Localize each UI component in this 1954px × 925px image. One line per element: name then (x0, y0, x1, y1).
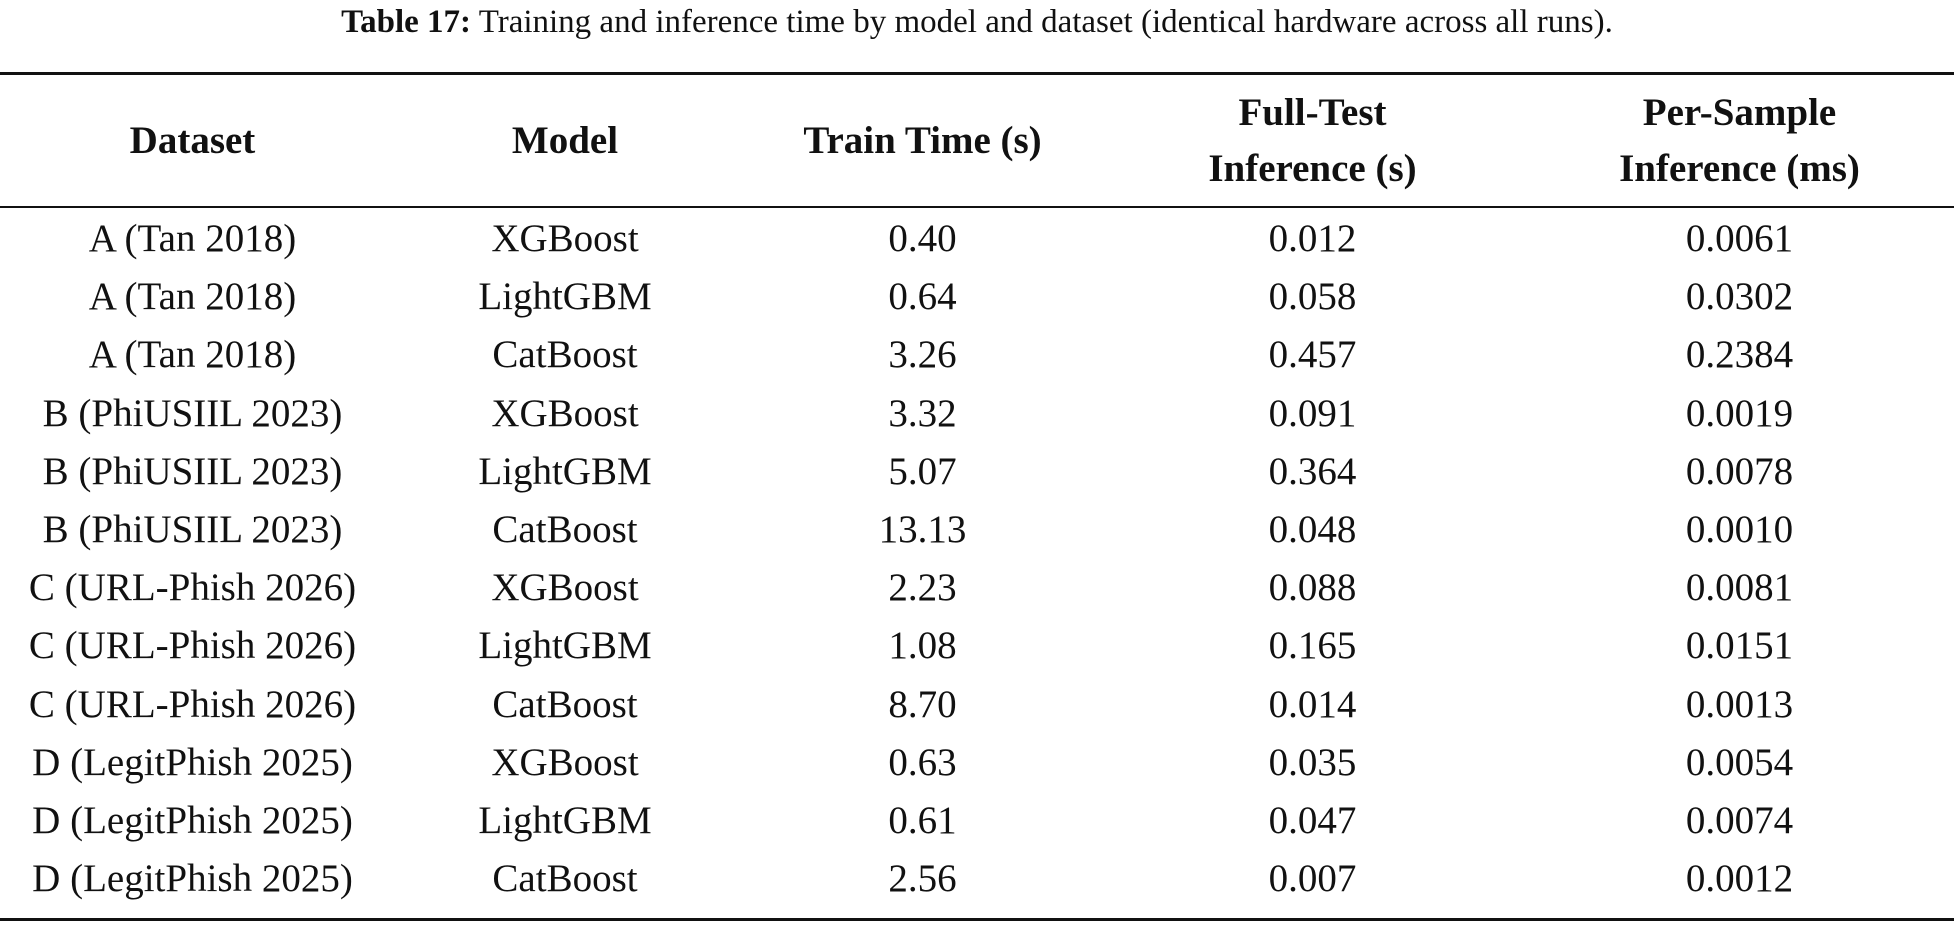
cell-full-test-inference: 0.058 (1268, 275, 1357, 319)
table-row: D (LegitPhish 2025) CatBoost 2.56 0.007 0.00… (0, 850, 1954, 908)
cell-dataset: D (LegitPhish 2025) (32, 798, 353, 842)
header-train-time: Train Time (s) (745, 75, 1100, 206)
table-caption: Table 17: Training and inference time by… (0, 0, 1954, 44)
header-line: Model (511, 118, 619, 162)
table-row: C (URL-Phish 2026) CatBoost 8.70 0.014 0.001… (0, 676, 1954, 734)
timing-table: Dataset Model Train Time (s) Full-Test Infer… (0, 75, 1954, 908)
cell-full-test-inference: 0.091 (1268, 391, 1357, 435)
cell-train-time: 5.07 (888, 449, 957, 493)
table-header: Dataset Model Train Time (s) Full-Test Infer… (0, 75, 1954, 206)
cell-per-sample-inference: 0.0302 (1685, 275, 1794, 319)
cell-train-time: 3.32 (888, 391, 957, 435)
cell-dataset: C (URL-Phish 2026) (28, 682, 357, 726)
header-full-test-inference: Full-Test Inference (s) (1100, 75, 1525, 206)
header-line: Inference (ms) (1619, 146, 1860, 190)
table-row: A (Tan 2018) XGBoost 0.40 0.012 0.0061 (0, 206, 1954, 268)
cell-model: LightGBM (478, 449, 652, 493)
table-row: B (PhiUSIIL 2023) LightGBM 5.07 0.364 0.0078 (0, 443, 1954, 501)
header-line: Dataset (129, 118, 256, 162)
cell-model: LightGBM (478, 798, 652, 842)
cell-model: CatBoost (492, 682, 638, 726)
table-row: B (PhiUSIIL 2023) XGBoost 3.32 0.091 0.0019 (0, 385, 1954, 443)
cell-train-time: 2.23 (888, 566, 957, 610)
cell-per-sample-inference: 0.0081 (1685, 566, 1794, 610)
table-row: A (Tan 2018) CatBoost 3.26 0.457 0.2384 (0, 326, 1954, 384)
cell-per-sample-inference: 0.0012 (1685, 857, 1794, 901)
caption-text: Training and inference time by model and… (478, 4, 1613, 40)
cell-per-sample-inference: 0.0019 (1685, 391, 1794, 435)
cell-model: LightGBM (478, 275, 652, 319)
table-row: B (PhiUSIIL 2023) CatBoost 13.13 0.048 0.001… (0, 501, 1954, 559)
cell-full-test-inference: 0.007 (1268, 857, 1357, 901)
cell-full-test-inference: 0.047 (1268, 798, 1357, 842)
cell-train-time: 2.56 (888, 857, 957, 901)
top-rule (0, 72, 1954, 75)
cell-train-time: 1.08 (888, 624, 957, 668)
cell-train-time: 0.63 (888, 740, 957, 784)
cell-dataset: B (PhiUSIIL 2023) (42, 508, 343, 552)
header-line: Per-Sample (1642, 90, 1837, 134)
cell-model: XGBoost (491, 391, 639, 435)
table-row: A (Tan 2018) LightGBM 0.64 0.058 0.0302 (0, 268, 1954, 326)
cell-dataset: C (URL-Phish 2026) (28, 624, 357, 668)
cell-train-time: 8.70 (888, 682, 957, 726)
cell-per-sample-inference: 0.0074 (1685, 798, 1794, 842)
cell-model: CatBoost (492, 508, 638, 552)
cell-full-test-inference: 0.165 (1268, 624, 1357, 668)
cell-full-test-inference: 0.012 (1268, 217, 1357, 261)
header-line: Full-Test (1238, 90, 1387, 134)
cell-per-sample-inference: 0.0078 (1685, 449, 1794, 493)
cell-per-sample-inference: 0.0054 (1685, 740, 1794, 784)
cell-dataset: B (PhiUSIIL 2023) (42, 449, 343, 493)
cell-full-test-inference: 0.457 (1268, 333, 1357, 377)
table-body: A (Tan 2018) XGBoost 0.40 0.012 0.0061 A (Tan… (0, 206, 1954, 908)
cell-full-test-inference: 0.088 (1268, 566, 1357, 610)
header-line: Train Time (s) (803, 118, 1042, 162)
cell-full-test-inference: 0.364 (1268, 449, 1357, 493)
header-model: Model (385, 75, 745, 206)
cell-model: CatBoost (492, 857, 638, 901)
header-row: Dataset Model Train Time (s) Full-Test Infer… (0, 75, 1954, 206)
cell-train-time: 13.13 (878, 508, 967, 552)
cell-model: XGBoost (491, 217, 639, 261)
caption-label: Table 17: (341, 4, 472, 40)
cell-dataset: A (Tan 2018) (88, 275, 297, 319)
cell-train-time: 0.64 (888, 275, 957, 319)
cell-model: XGBoost (491, 566, 639, 610)
cell-dataset: A (Tan 2018) (88, 217, 297, 261)
table-row: D (LegitPhish 2025) LightGBM 0.61 0.047 0.00… (0, 792, 1954, 850)
cell-dataset: D (LegitPhish 2025) (32, 740, 353, 784)
cell-per-sample-inference: 0.0151 (1685, 624, 1794, 668)
header-per-sample-inference: Per-Sample Inference (ms) (1525, 75, 1954, 206)
cell-per-sample-inference: 0.0061 (1685, 217, 1794, 261)
cell-model: CatBoost (492, 333, 638, 377)
cell-train-time: 0.61 (888, 798, 957, 842)
cell-per-sample-inference: 0.0010 (1685, 508, 1794, 552)
cell-full-test-inference: 0.048 (1268, 508, 1357, 552)
cell-model: LightGBM (478, 624, 652, 668)
cell-train-time: 3.26 (888, 333, 957, 377)
table-row: D (LegitPhish 2025) XGBoost 0.63 0.035 0.005… (0, 734, 1954, 792)
cell-dataset: A (Tan 2018) (88, 333, 297, 377)
cell-train-time: 0.40 (888, 217, 957, 261)
table-row: C (URL-Phish 2026) XGBoost 2.23 0.088 0.0081 (0, 559, 1954, 617)
cell-per-sample-inference: 0.0013 (1685, 682, 1794, 726)
header-rule (0, 206, 1954, 208)
table-row: C (URL-Phish 2026) LightGBM 1.08 0.165 0.015… (0, 617, 1954, 675)
cell-per-sample-inference: 0.2384 (1685, 333, 1794, 377)
cell-model: XGBoost (491, 740, 639, 784)
cell-dataset: C (URL-Phish 2026) (28, 566, 357, 610)
cell-full-test-inference: 0.035 (1268, 740, 1357, 784)
cell-dataset: B (PhiUSIIL 2023) (42, 391, 343, 435)
bottom-rule (0, 918, 1954, 921)
cell-dataset: D (LegitPhish 2025) (32, 857, 353, 901)
cell-full-test-inference: 0.014 (1268, 682, 1357, 726)
header-dataset: Dataset (0, 75, 385, 206)
header-line: Inference (s) (1208, 146, 1417, 190)
